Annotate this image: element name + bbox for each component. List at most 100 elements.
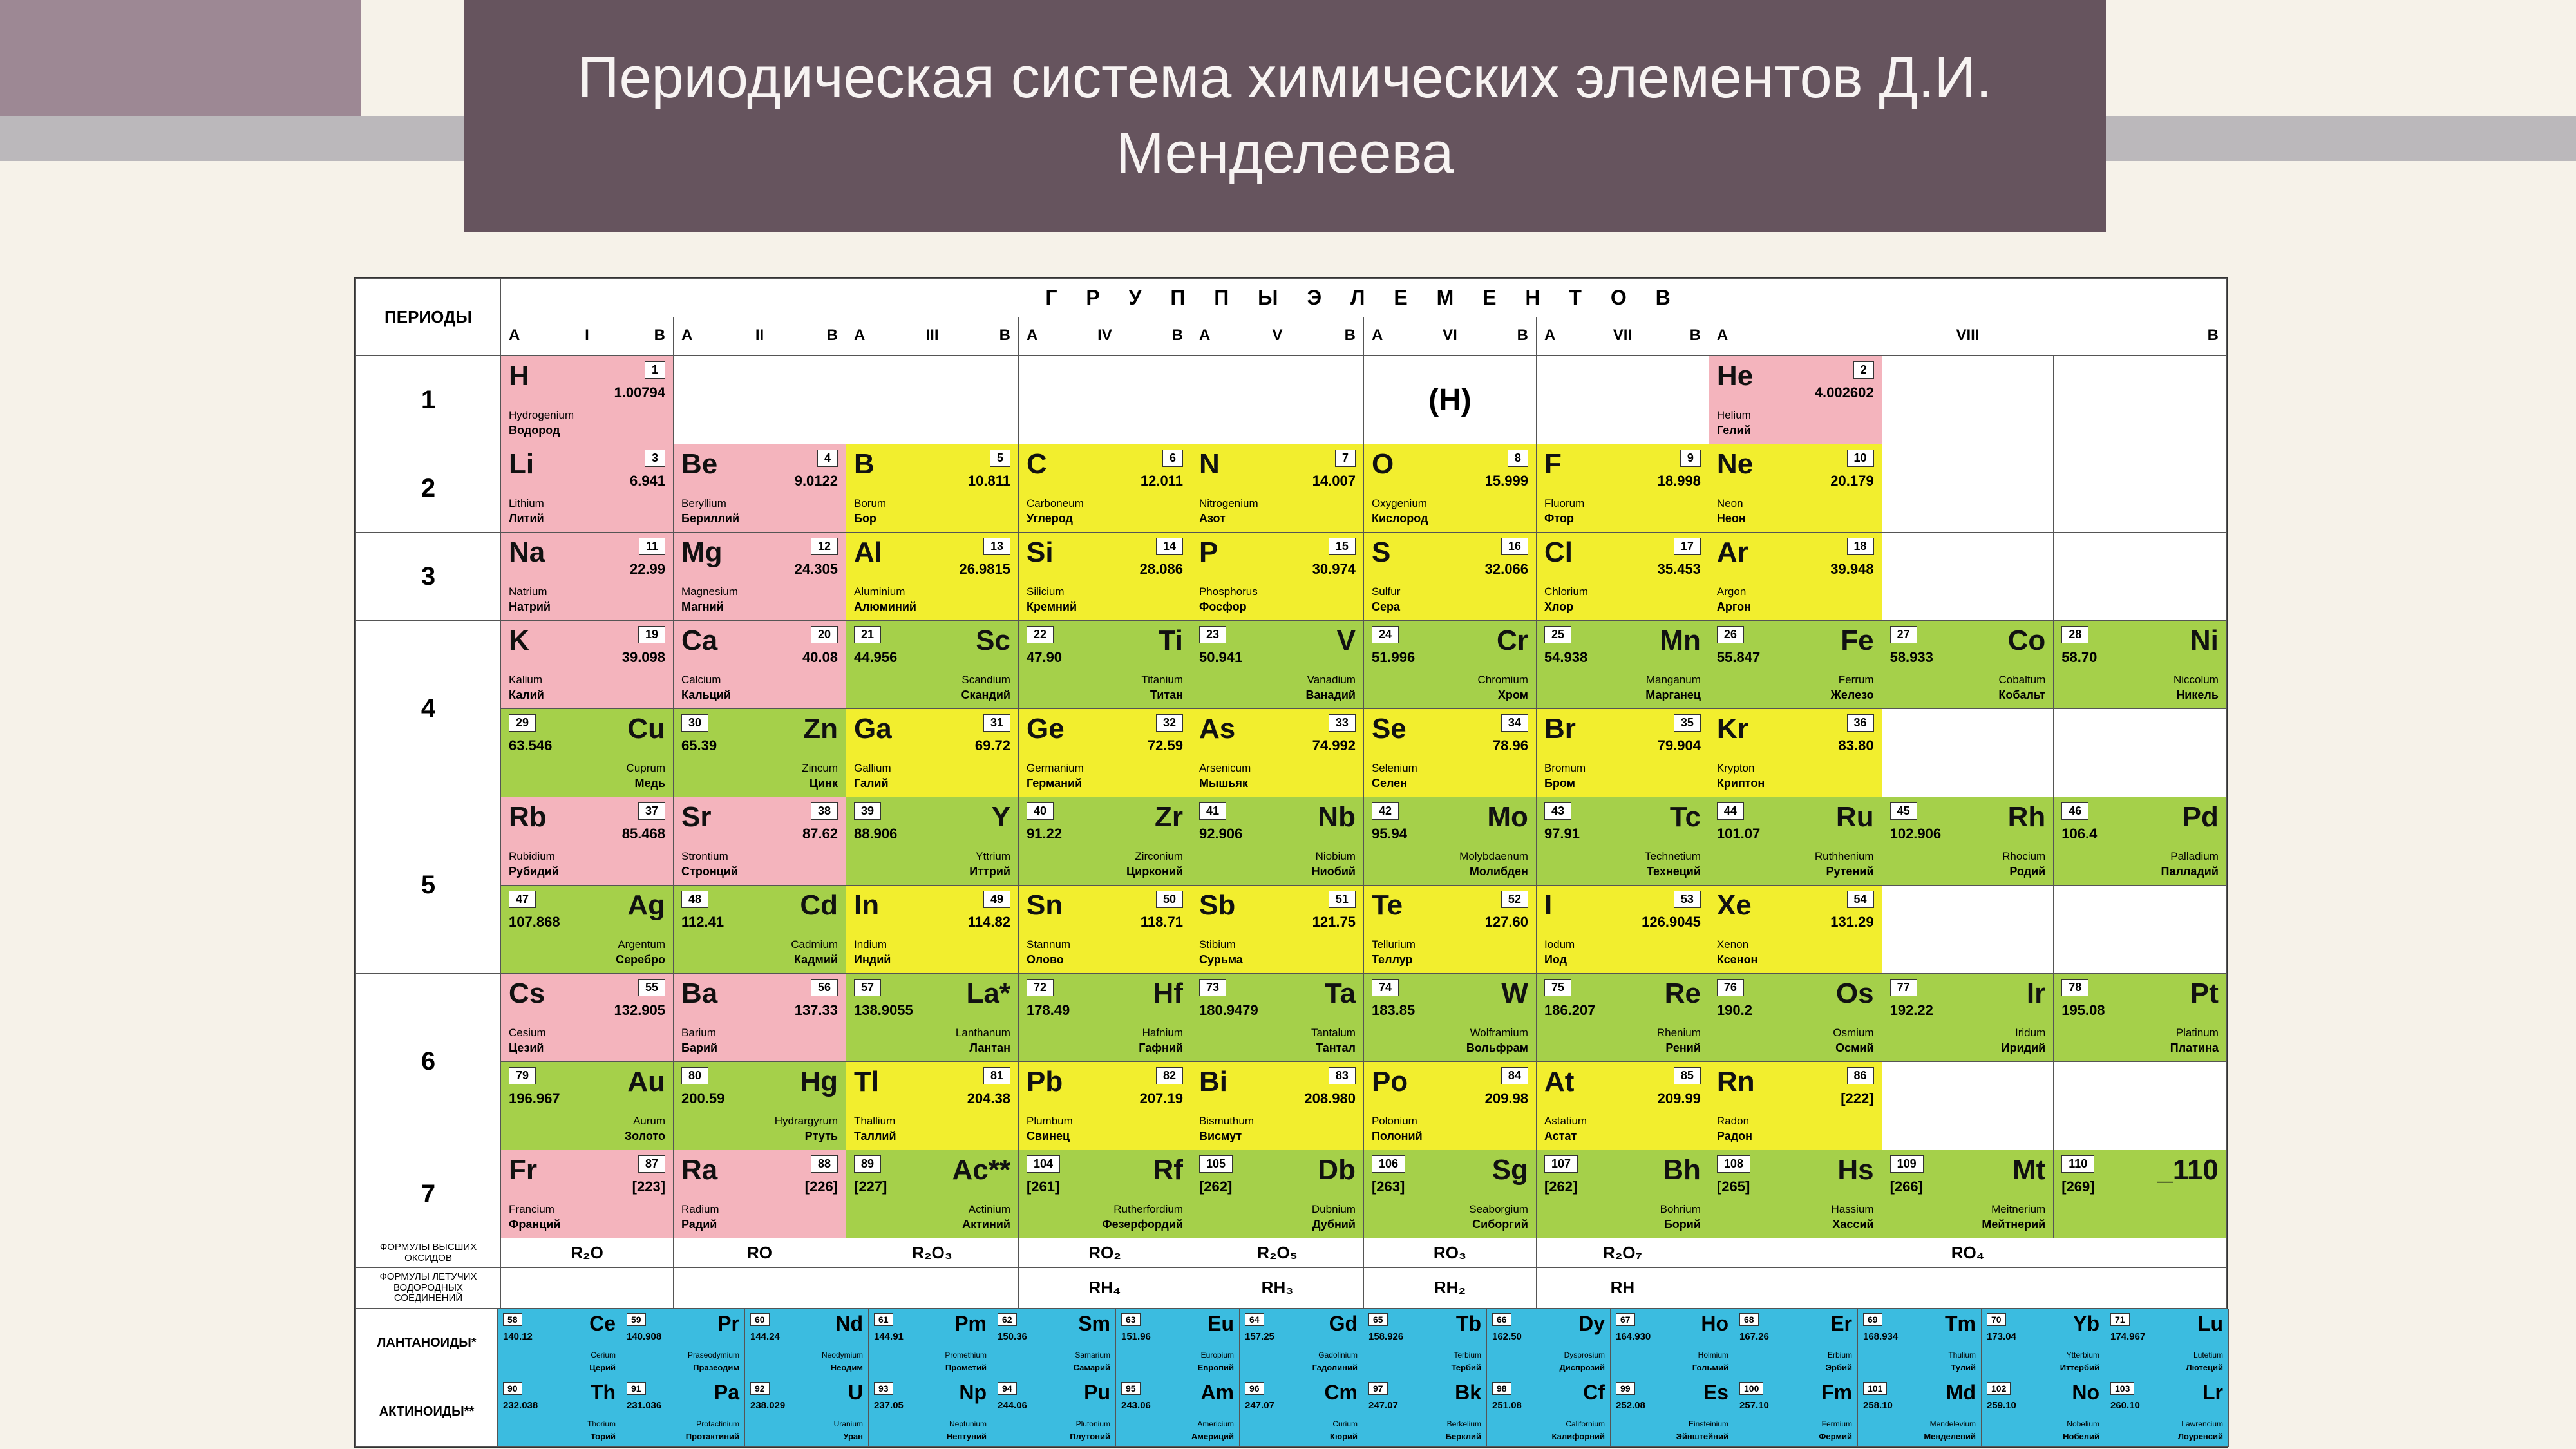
hydride-3: RH₄ — [1018, 1268, 1191, 1309]
element-Sc: Sc 21 44.956 Scandium Скандий — [846, 621, 1018, 708]
group-5: AVB — [1191, 317, 1363, 356]
element-La: La* 57 138.9055 Lanthanum Лантан — [846, 974, 1018, 1061]
element-Bi: Bi 83 208.980 Bismuthum Висмут — [1191, 1062, 1363, 1150]
element-Rh: Rh 45 102.906 Rhocium Родий — [1882, 797, 2054, 885]
element-Sr: Sr 38 87.62 Strontium Стронций — [674, 797, 846, 885]
element-Kr: Kr 36 83.80 Krypton Криптон — [1709, 709, 1882, 797]
triple-cell: Ru 44 101.07 Ruthhenium Рутений Rh 45 10… — [1709, 797, 2226, 885]
element-Pt: Pt 78 195.08 Platinum Платина — [2054, 974, 2226, 1061]
element-Hs: Hs 108 [265] Hassium Хассий — [1709, 1150, 1882, 1238]
element-Ac: Ac** 89 [227] Actinium Актиний — [846, 1150, 1018, 1238]
element-Cm: 96247.07 CmCuriumКюрий — [1240, 1378, 1363, 1446]
element-Rb: Rb 37 85.468 Rubidium Рубидий — [501, 797, 673, 885]
hydride-0 — [501, 1268, 674, 1309]
element-Pd: Pd 46 106.4 Palladium Палладий — [2054, 797, 2226, 885]
triple-cell: He 2 4.002602 Helium Гелий — [1709, 356, 2226, 444]
hydride-6: RH — [1536, 1268, 1709, 1309]
element-Li: Li 3 6.941 Lithium Литий — [501, 444, 673, 532]
group-8: AVIIIB — [1709, 317, 2226, 356]
element-Ne: Ne 10 20.179 Neon Неон — [1709, 444, 1882, 532]
group-7: AVIIB — [1536, 317, 1709, 356]
group-6: AVIB — [1363, 317, 1536, 356]
element-Br: Br 35 79.904 Bromum Бром — [1537, 709, 1709, 797]
triple-cell: Rn 86 [222] Radon Радон — [1709, 1062, 2226, 1150]
element-Fe: Fe 26 55.847 Ferrum Железо — [1709, 621, 1882, 708]
element-V: V 23 50.941 Vanadium Ванадий — [1191, 621, 1363, 708]
triple-cell: Ar 18 39.948 Argon Аргон — [1709, 533, 2226, 620]
oxide-1: RO — [674, 1238, 846, 1268]
oxide-7: RO₄ — [1709, 1238, 2226, 1268]
element-Fm: 100257.10 FmFermiumФермий — [1734, 1378, 1857, 1446]
element-Ca: Ca 20 40.08 Calcium Кальций — [674, 621, 846, 708]
element-H: H 1 1.00794 Hydrogenium Водород — [501, 356, 673, 444]
element-Cu: Cu 29 63.546 Cuprum Медь — [501, 709, 673, 797]
triple-cell: Kr 36 83.80 Krypton Криптон — [1709, 709, 2226, 797]
period-7: 7 — [356, 1150, 501, 1238]
hydrogen-alt: (H) — [1363, 356, 1536, 444]
oxides-label: ФОРМУЛЫ ВЫСШИХ ОКСИДОВ — [356, 1238, 501, 1268]
element-Ir: Ir 77 192.22 Iridum Иридий — [1882, 974, 2054, 1061]
element-Cr: Cr 24 51.996 Chromium Хром — [1364, 621, 1536, 708]
element-I: I 53 126.9045 Iodum Иод — [1537, 886, 1709, 973]
element-Nd: 60144.24 NdNeodymiumНеодим — [745, 1309, 868, 1378]
group-2: AIIB — [674, 317, 846, 356]
element-C: C 6 12.011 Carboneum Углерод — [1019, 444, 1191, 532]
element-F: F 9 18.998 Fluorum Фтор — [1537, 444, 1709, 532]
triple-cell: Ne 10 20.179 Neon Неон — [1709, 444, 2226, 532]
element-Mg: Mg 12 24.305 Magnesium Магний — [674, 533, 846, 620]
element-Db: Db 105 [262] Dubnium Дубний — [1191, 1150, 1363, 1238]
element-Xe: Xe 54 131.29 Xenon Ксенон — [1709, 886, 1882, 973]
lanthanides-label: ЛАНТАНОИДЫ* — [356, 1309, 498, 1378]
element-Ba: Ba 56 137.33 Barium Барий — [674, 974, 846, 1061]
oxide-6: R₂O₇ — [1536, 1238, 1709, 1268]
element-Mt: Mt 109 [266] Meitnerium Мейтнерий — [1882, 1150, 2054, 1238]
accent-block — [0, 0, 361, 116]
element-Si: Si 14 28.086 Silicium Кремний — [1019, 533, 1191, 620]
element-Cl: Cl 17 35.453 Chlorium Хлор — [1537, 533, 1709, 620]
element-Mo: Mo 42 95.94 Molybdaenum Молибден — [1364, 797, 1536, 885]
element-Au: Au 79 196.967 Aurum Золото — [501, 1062, 673, 1150]
element-B: B 5 10.811 Borum Бор — [846, 444, 1018, 532]
element-At: At 85 209.99 Astatium Астат — [1537, 1062, 1709, 1150]
element-As: As 33 74.992 Arsenicum Мышьяк — [1191, 709, 1363, 797]
element-P: P 15 30.974 Phosphorus Фосфор — [1191, 533, 1363, 620]
element-Zn: Zn 30 65.39 Zincum Цинк — [674, 709, 846, 797]
element-Th: 90232.038 ThThoriumТорий — [498, 1378, 621, 1446]
period-6: 6 — [356, 974, 501, 1150]
element-No: 102259.10 NoNobeliumНобелий — [1982, 1378, 2105, 1446]
element-Ar: Ar 18 39.948 Argon Аргон — [1709, 533, 1882, 620]
group-1: AIB — [501, 317, 674, 356]
element-Lu: 71174.967 LuLutetiumЛютеций — [2105, 1309, 2228, 1378]
element-Ta: Ta 73 180.9479 Tantalum Тантал — [1191, 974, 1363, 1061]
element-Te: Te 52 127.60 Tellurium Теллур — [1364, 886, 1536, 973]
oxide-4: R₂O₅ — [1191, 1238, 1363, 1268]
groups-header: Г Р У П П Ы Э Л Е М Е Н Т О В — [501, 279, 2227, 317]
element-O: O 8 15.999 Oxygenium Кислород — [1364, 444, 1536, 532]
element-Cf: 98251.08 CfCaliforniumКалифорний — [1487, 1378, 1610, 1446]
element-Ag: Ag 47 107.868 Argentum Серебро — [501, 886, 673, 973]
element-Ti: Ti 22 47.90 Titanium Титан — [1019, 621, 1191, 708]
element-Co: Co 27 58.933 Cobaltum Кобальт — [1882, 621, 2054, 708]
element-Ge: Ge 32 72.59 Germanium Германий — [1019, 709, 1191, 797]
element-Ni: Ni 28 58.70 Niccolum Никель — [2054, 621, 2226, 708]
group-4: AIVB — [1018, 317, 1191, 356]
element-Cd: Cd 48 112.41 Cadmium Кадмий — [674, 886, 846, 973]
element-Er: 68167.26 ErErbiumЭрбий — [1734, 1309, 1857, 1378]
triple-cell: Fe 26 55.847 Ferrum Железо Co 27 58.933 … — [1709, 621, 2226, 708]
element-Pa: 91231.036 PaProtactiniumПротактиний — [621, 1378, 744, 1446]
triple-cell: Xe 54 131.29 Xenon Ксенон — [1709, 886, 2226, 973]
period-1: 1 — [356, 356, 501, 444]
element-Be: Be 4 9.0122 Beryllium Бериллий — [674, 444, 846, 532]
element-Sm: 62150.36 SmSamariumСамарий — [992, 1309, 1115, 1378]
oxide-2: R₂O₃ — [846, 1238, 1019, 1268]
element-Pb: Pb 82 207.19 Plumbum Свинец — [1019, 1062, 1191, 1150]
element-Ru: Ru 44 101.07 Ruthhenium Рутений — [1709, 797, 1882, 885]
element-Os: Os 76 190.2 Osmium Осмий — [1709, 974, 1882, 1061]
element-Pr: 59140.908 PrPraseodymiumПразеодим — [621, 1309, 744, 1378]
actinides-label: АКТИНОИДЫ** — [356, 1378, 498, 1446]
element-Np: 93237.05 NpNeptuniumНептуний — [869, 1378, 992, 1446]
element-Mn: Mn 25 54.938 Manganum Марганец — [1537, 621, 1709, 708]
element-Pu: 94244.06 PuPlutoniumПлутоний — [992, 1378, 1115, 1446]
hydride-1 — [674, 1268, 846, 1309]
element-Al: Al 13 26.9815 Aluminium Алюминий — [846, 533, 1018, 620]
